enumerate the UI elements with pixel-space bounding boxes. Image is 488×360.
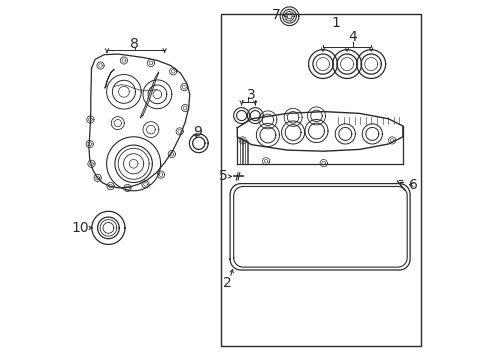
- Text: 8: 8: [130, 37, 139, 51]
- Text: 9: 9: [193, 125, 202, 139]
- Text: 10: 10: [71, 221, 89, 235]
- Text: 6: 6: [407, 178, 417, 192]
- Text: 4: 4: [347, 30, 356, 44]
- Text: 7: 7: [271, 9, 280, 22]
- Text: 3: 3: [247, 88, 256, 102]
- Polygon shape: [104, 69, 114, 88]
- Text: 1: 1: [331, 17, 340, 30]
- Text: 5: 5: [219, 170, 227, 183]
- Bar: [221, 14, 420, 346]
- Polygon shape: [140, 72, 159, 118]
- Text: 2: 2: [223, 276, 231, 289]
